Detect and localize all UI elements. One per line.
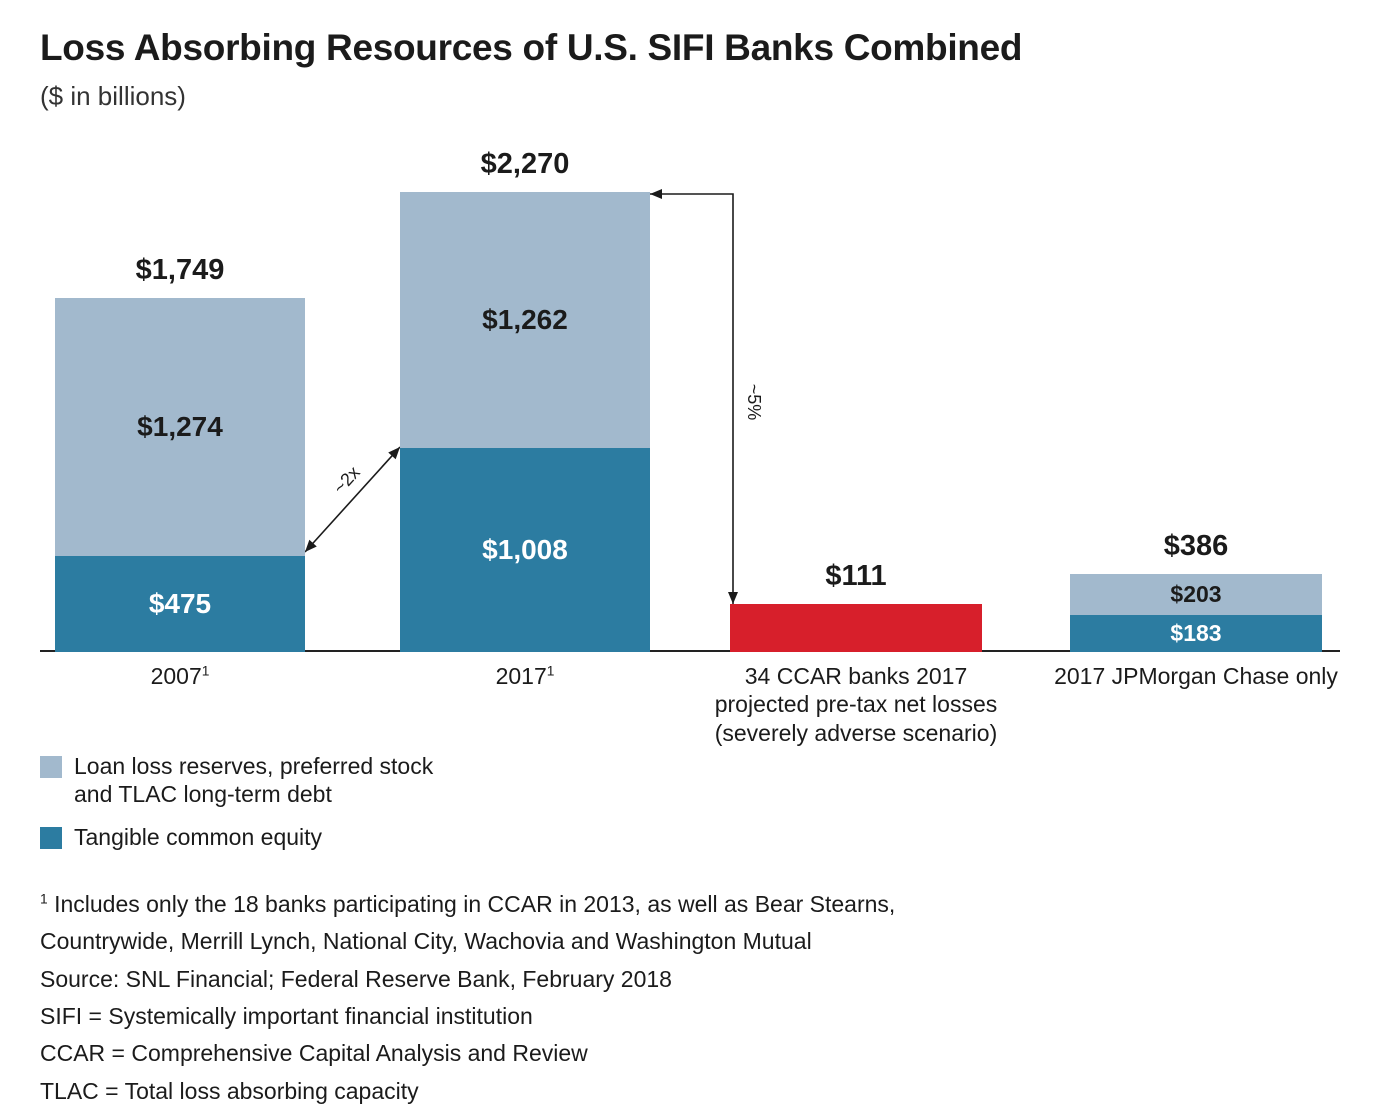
bar-segment-y2007-loan_loss: $1,274 (55, 298, 305, 556)
bar-total-y2017: $2,270 (400, 148, 650, 181)
bar-segment-y2017-tangible: $1,008 (400, 448, 650, 652)
bar-ccar_losses: $11134 CCAR banks 2017projected pre-tax … (730, 604, 982, 652)
footnote-def-1: CCAR = Comprehensive Capital Analysis an… (40, 1037, 1360, 1070)
x-label-jpm_only: 2017 JPMorgan Chase only (1054, 662, 1338, 691)
arrow-tangible_2x (305, 447, 400, 552)
legend: Loan loss reserves, preferred stock and … (40, 752, 1360, 852)
chart-title: Loss Absorbing Resources of U.S. SIFI Ba… (40, 28, 1360, 69)
bar-segment-jpm_only-tangible: $183 (1070, 615, 1322, 652)
footnote-source: Source: SNL Financial; Federal Reserve B… (40, 963, 1360, 996)
legend-item-0: Loan loss reserves, preferred stock and … (40, 752, 1360, 810)
bar-total-y2007: $1,749 (55, 254, 305, 287)
legend-item-1: Tangible common equity (40, 823, 1360, 852)
footnotes: 1 Includes only the 18 banks participati… (40, 888, 1360, 1108)
footnote-1-cont: Countrywide, Merrill Lynch, National Cit… (40, 925, 1360, 958)
bar-total-ccar_losses: $111 (730, 560, 982, 593)
arrow-label-five_pct: ~5% (744, 383, 764, 420)
arrow-label-tangible_2x: ~2x (329, 462, 364, 497)
legend-label-1: Tangible common equity (74, 823, 322, 852)
x-label-y2017: 20171 (496, 662, 555, 691)
x-label-ccar_losses: 34 CCAR banks 2017projected pre-tax net … (691, 662, 1021, 748)
bar-segment-ccar_losses-loss (730, 604, 982, 652)
bar-segment-jpm_only-loan_loss: $203 (1070, 574, 1322, 615)
x-label-y2007: 20071 (151, 662, 210, 691)
arrow-five_pct (650, 194, 733, 604)
legend-swatch-1 (40, 827, 62, 849)
footnote-1: 1 Includes only the 18 banks participati… (40, 888, 1360, 921)
bar-segment-y2007-tangible: $475 (55, 556, 305, 652)
chart-plot-area: ~2x~5% $1,749$475$1,27420071$2,270$1,008… (40, 142, 1340, 722)
chart-container: Loss Absorbing Resources of U.S. SIFI Ba… (0, 0, 1400, 1116)
bar-jpm_only: $386$183$2032017 JPMorgan Chase only (1070, 574, 1322, 652)
bar-y2017: $2,270$1,008$1,26220171 (400, 192, 650, 652)
bar-y2007: $1,749$475$1,27420071 (55, 298, 305, 652)
chart-subtitle: ($ in billions) (40, 81, 1360, 112)
legend-label-0: Loan loss reserves, preferred stock and … (74, 752, 433, 810)
bar-total-jpm_only: $386 (1070, 530, 1322, 563)
footnote-def-2: TLAC = Total loss absorbing capacity (40, 1075, 1360, 1108)
legend-swatch-0 (40, 756, 62, 778)
bar-segment-y2017-loan_loss: $1,262 (400, 192, 650, 448)
footnote-def-0: SIFI = Systemically important financial … (40, 1000, 1360, 1033)
